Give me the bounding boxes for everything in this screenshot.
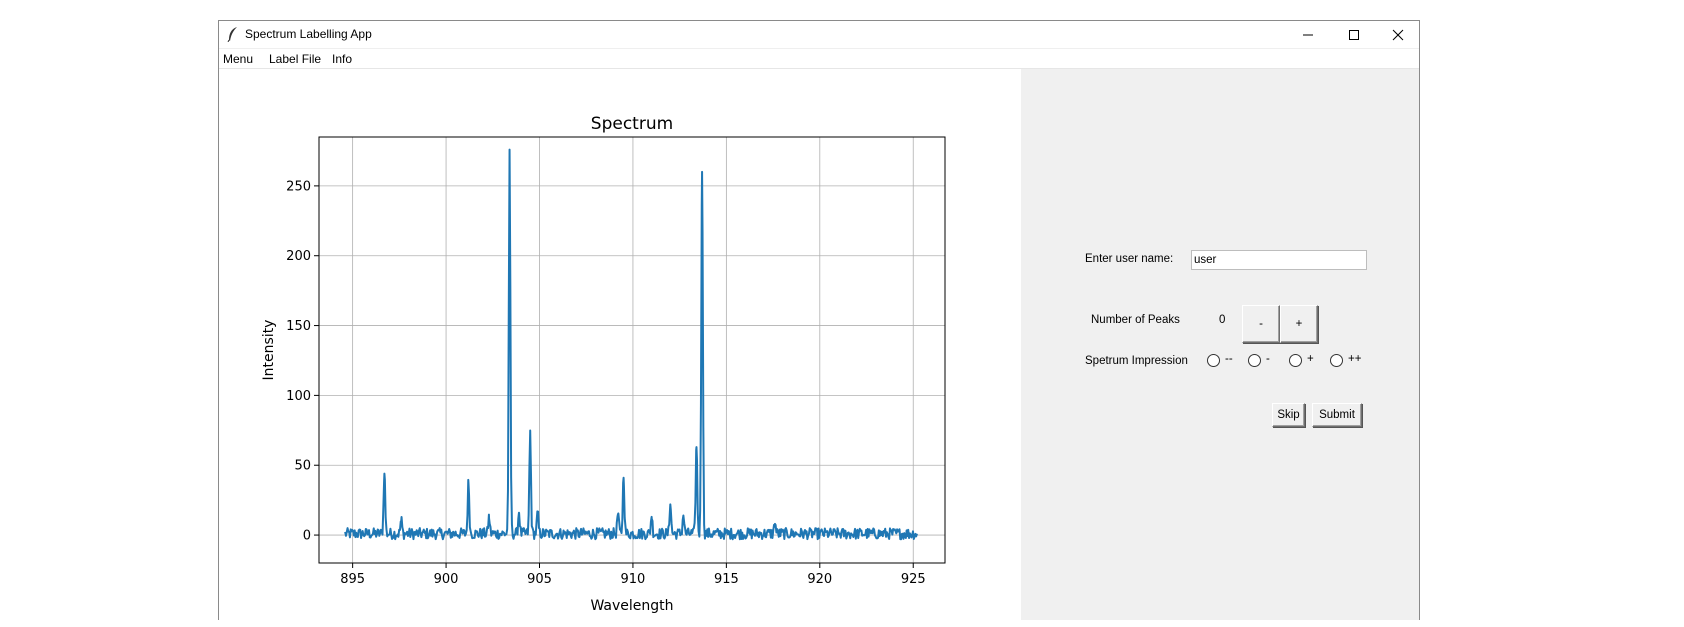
y-axis: 0 50 100 150 200 250 (286, 179, 319, 544)
radio-circle (1248, 354, 1261, 367)
peaks-count: 0 (1219, 314, 1226, 326)
menu-bar: Menu Label File Info (219, 49, 1419, 69)
x-tick-label: 905 (527, 572, 552, 587)
chart-grid (319, 137, 945, 563)
window-title: Spectrum Labelling App (245, 27, 372, 41)
minimize-icon (1303, 34, 1313, 36)
spectrum-chart: 895 900 905 910 915 920 925 0 50 100 150 200 250 Sp… (261, 114, 946, 614)
x-tick-label: 900 (434, 572, 459, 587)
plot-area: 895 900 905 910 915 920 925 0 50 100 150 200 250 Sp… (219, 69, 1021, 620)
close-icon (1392, 29, 1404, 41)
plot-frame (318, 136, 946, 564)
y-tick-label: 0 (303, 529, 311, 544)
maximize-button[interactable] (1331, 21, 1377, 49)
submit-button[interactable]: Submit (1312, 403, 1362, 427)
chart-title: Spectrum (591, 114, 673, 134)
peaks-label: Number of Peaks (1091, 314, 1180, 326)
y-tick-label: 50 (294, 459, 311, 474)
feather-icon (227, 27, 237, 42)
radio-circle (1330, 354, 1343, 367)
radio-circle (1289, 354, 1302, 367)
x-tick-label: 895 (340, 572, 365, 587)
x-tick-label: 920 (807, 572, 832, 587)
impression-radio-negative[interactable]: - (1248, 353, 1278, 369)
y-tick-label: 250 (286, 179, 311, 194)
title-bar: Spectrum Labelling App (219, 21, 1419, 49)
impression-radio-positive[interactable]: + (1289, 353, 1319, 369)
menu-item-label-file[interactable]: Label File (269, 52, 322, 66)
y-tick-label: 200 (286, 249, 311, 264)
side-panel: Enter user name: Number of Peaks 0 - + S… (1021, 69, 1419, 620)
username-input[interactable] (1191, 250, 1367, 270)
minimize-button[interactable] (1285, 21, 1331, 49)
x-tick-label: 910 (621, 572, 646, 587)
x-tick-label: 925 (901, 572, 926, 587)
radio-circle (1207, 354, 1220, 367)
app-window: Spectrum Labelling App Menu Label File I… (218, 20, 1420, 620)
menu-item-info[interactable]: Info (332, 52, 353, 66)
x-tick-label: 915 (714, 572, 739, 587)
chart-series (344, 148, 918, 541)
close-button[interactable] (1375, 21, 1421, 49)
increment-peaks-button[interactable]: + (1280, 305, 1318, 343)
y-tick-label: 100 (286, 389, 311, 404)
decrement-peaks-button[interactable]: - (1242, 305, 1280, 343)
y-axis-label: Intensity (261, 320, 277, 381)
maximize-icon (1349, 30, 1359, 40)
y-tick-label: 150 (286, 319, 311, 334)
impression-radio-very-positive[interactable]: ++ (1330, 353, 1366, 369)
impression-label: Spetrum Impression (1085, 355, 1188, 367)
impression-radio-very-negative[interactable]: -- (1207, 353, 1243, 369)
skip-button[interactable]: Skip (1272, 403, 1305, 427)
spectrum-line (344, 148, 918, 541)
menu-item-menu[interactable]: Menu (223, 52, 254, 66)
username-label: Enter user name: (1085, 253, 1174, 265)
x-axis: 895 900 905 910 915 920 925 (340, 563, 926, 587)
x-axis-label: Wavelength (590, 598, 673, 614)
